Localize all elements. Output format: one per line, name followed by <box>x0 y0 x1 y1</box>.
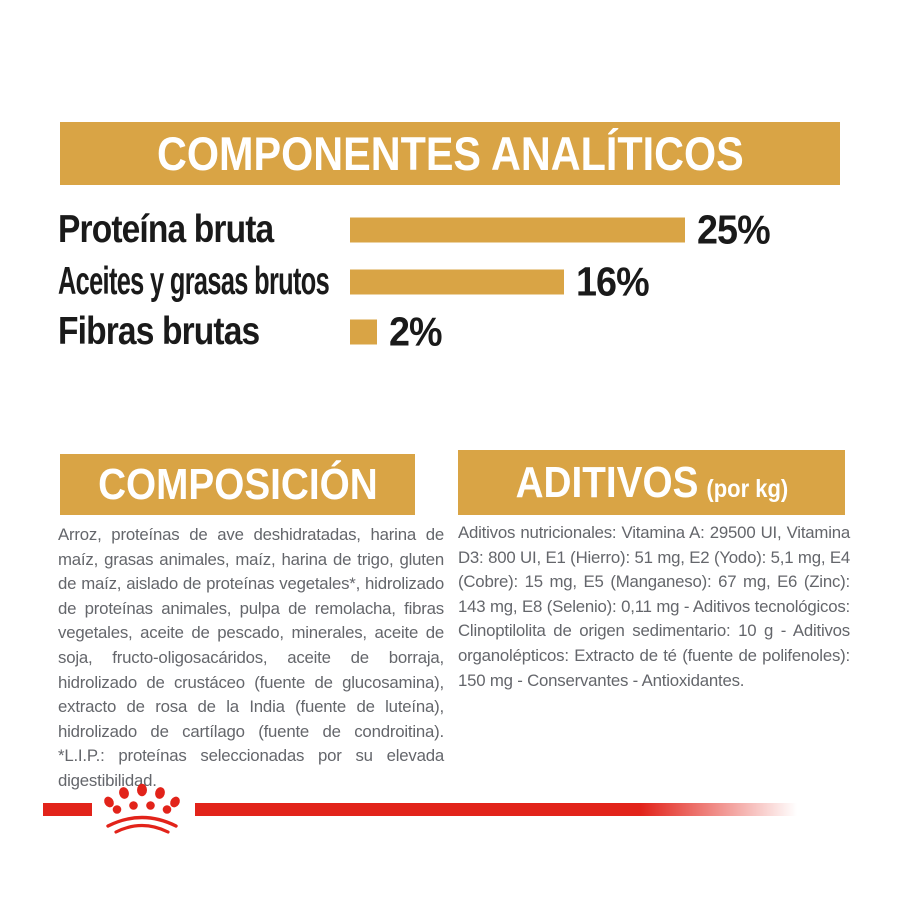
composition-banner: COMPOSICIÓN <box>60 454 415 515</box>
analytical-components-title: COMPONENTES ANALÍTICOS <box>156 127 744 180</box>
additives-banner: ADITIVOS (por kg) <box>458 450 845 515</box>
additives-title-main: ADITIVOS <box>515 457 699 507</box>
chart-bar-group-fibre: 2% <box>350 309 446 356</box>
chart-row-fats: Aceites y grasas brutos 16% <box>0 257 900 307</box>
chart-bar-fibre <box>350 319 377 345</box>
composition-body-text: Arroz, proteínas de ave deshidratadas, h… <box>58 525 444 790</box>
chart-bar-group-protein: 25% <box>350 207 776 254</box>
footer-red-line <box>195 803 797 816</box>
chart-label-protein: Proteína bruta <box>58 208 274 251</box>
additives-title-suffix: (por kg) <box>705 474 788 503</box>
additives-title: ADITIVOS (por kg) <box>515 458 788 508</box>
chart-label-fibre: Fibras brutas <box>58 310 260 353</box>
chart-bar-protein <box>350 217 685 243</box>
chart-value-fats: 16% <box>576 258 650 305</box>
chart-row-fibre: Fibras brutas 2% <box>0 307 900 357</box>
chart-bar-group-fats: 16% <box>350 259 655 306</box>
chart-bar-fats <box>350 269 564 295</box>
royal-canin-crown-icon <box>104 783 180 834</box>
chart-row-protein: Proteína bruta 25% <box>0 205 900 255</box>
footer-red-dash <box>43 803 92 816</box>
analytical-components-banner: COMPONENTES ANALÍTICOS <box>60 122 840 185</box>
additives-body-text: Aditivos nutricionales: Vitamina A: 2950… <box>458 523 850 690</box>
composition-title: COMPOSICIÓN <box>97 459 378 509</box>
chart-label-fats: Aceites y grasas brutos <box>58 260 330 303</box>
chart-value-protein: 25% <box>697 206 771 253</box>
chart-value-fibre: 2% <box>389 308 443 355</box>
